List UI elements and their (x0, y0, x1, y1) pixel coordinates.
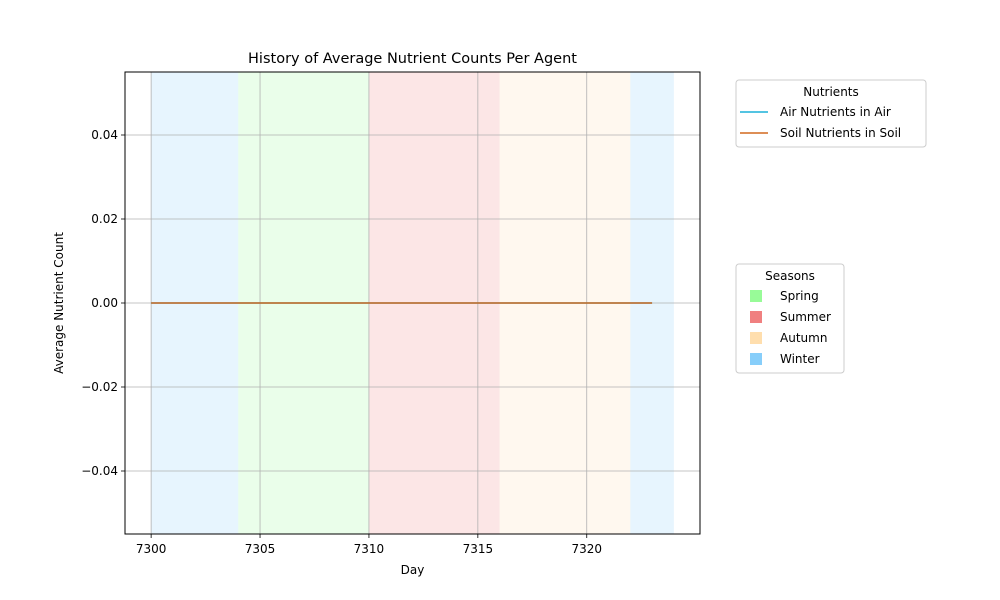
x-axis-title: Day (401, 563, 425, 577)
legend-nutrients: Nutrients Air Nutrients in Air Soil Nutrie… (735, 79, 927, 148)
x-tick-label: 7300 (136, 542, 167, 556)
legend-patch-swatch (750, 332, 762, 344)
legend-title: Nutrients (803, 85, 859, 99)
y-tick-label: 0.02 (91, 212, 118, 226)
y-tick-label: 0.00 (91, 296, 118, 310)
legend-patch-swatch (750, 311, 762, 323)
legend-seasons: Seasons Spring Summer Autumn Winter (735, 263, 845, 374)
legends: Nutrients Air Nutrients in Air Soil Nutrie… (735, 79, 927, 374)
legend-patch-swatch (750, 290, 762, 302)
y-tick-label: 0.04 (91, 128, 118, 142)
x-tick-label: 7305 (245, 542, 276, 556)
x-tick-label: 7320 (571, 542, 602, 556)
x-tick-label: 7310 (354, 542, 385, 556)
x-tick-label: 7315 (463, 542, 494, 556)
legend-patch-swatch (750, 353, 762, 365)
chart-title: History of Average Nutrient Counts Per A… (248, 51, 577, 67)
legend-entry-label: Air Nutrients in Air (780, 105, 891, 119)
y-axis-title: Average Nutrient Count (52, 232, 66, 374)
legend-entry-label: Autumn (780, 331, 827, 345)
axis-ticks: 7300 7305 7310 7315 7320 −0.04 −0.02 0.00 0.02 0.… (81, 128, 602, 556)
legend-box (735, 263, 845, 374)
legend-entry-label: Winter (780, 352, 820, 366)
y-tick-label: −0.04 (81, 464, 118, 478)
legend-entry-label: Summer (780, 310, 831, 324)
legend-title: Seasons (765, 269, 815, 283)
legend-entry-label: Soil Nutrients in Soil (780, 126, 901, 140)
legend-box (735, 79, 927, 148)
legend-entry-label: Spring (780, 289, 819, 303)
y-tick-label: −0.02 (81, 380, 118, 394)
